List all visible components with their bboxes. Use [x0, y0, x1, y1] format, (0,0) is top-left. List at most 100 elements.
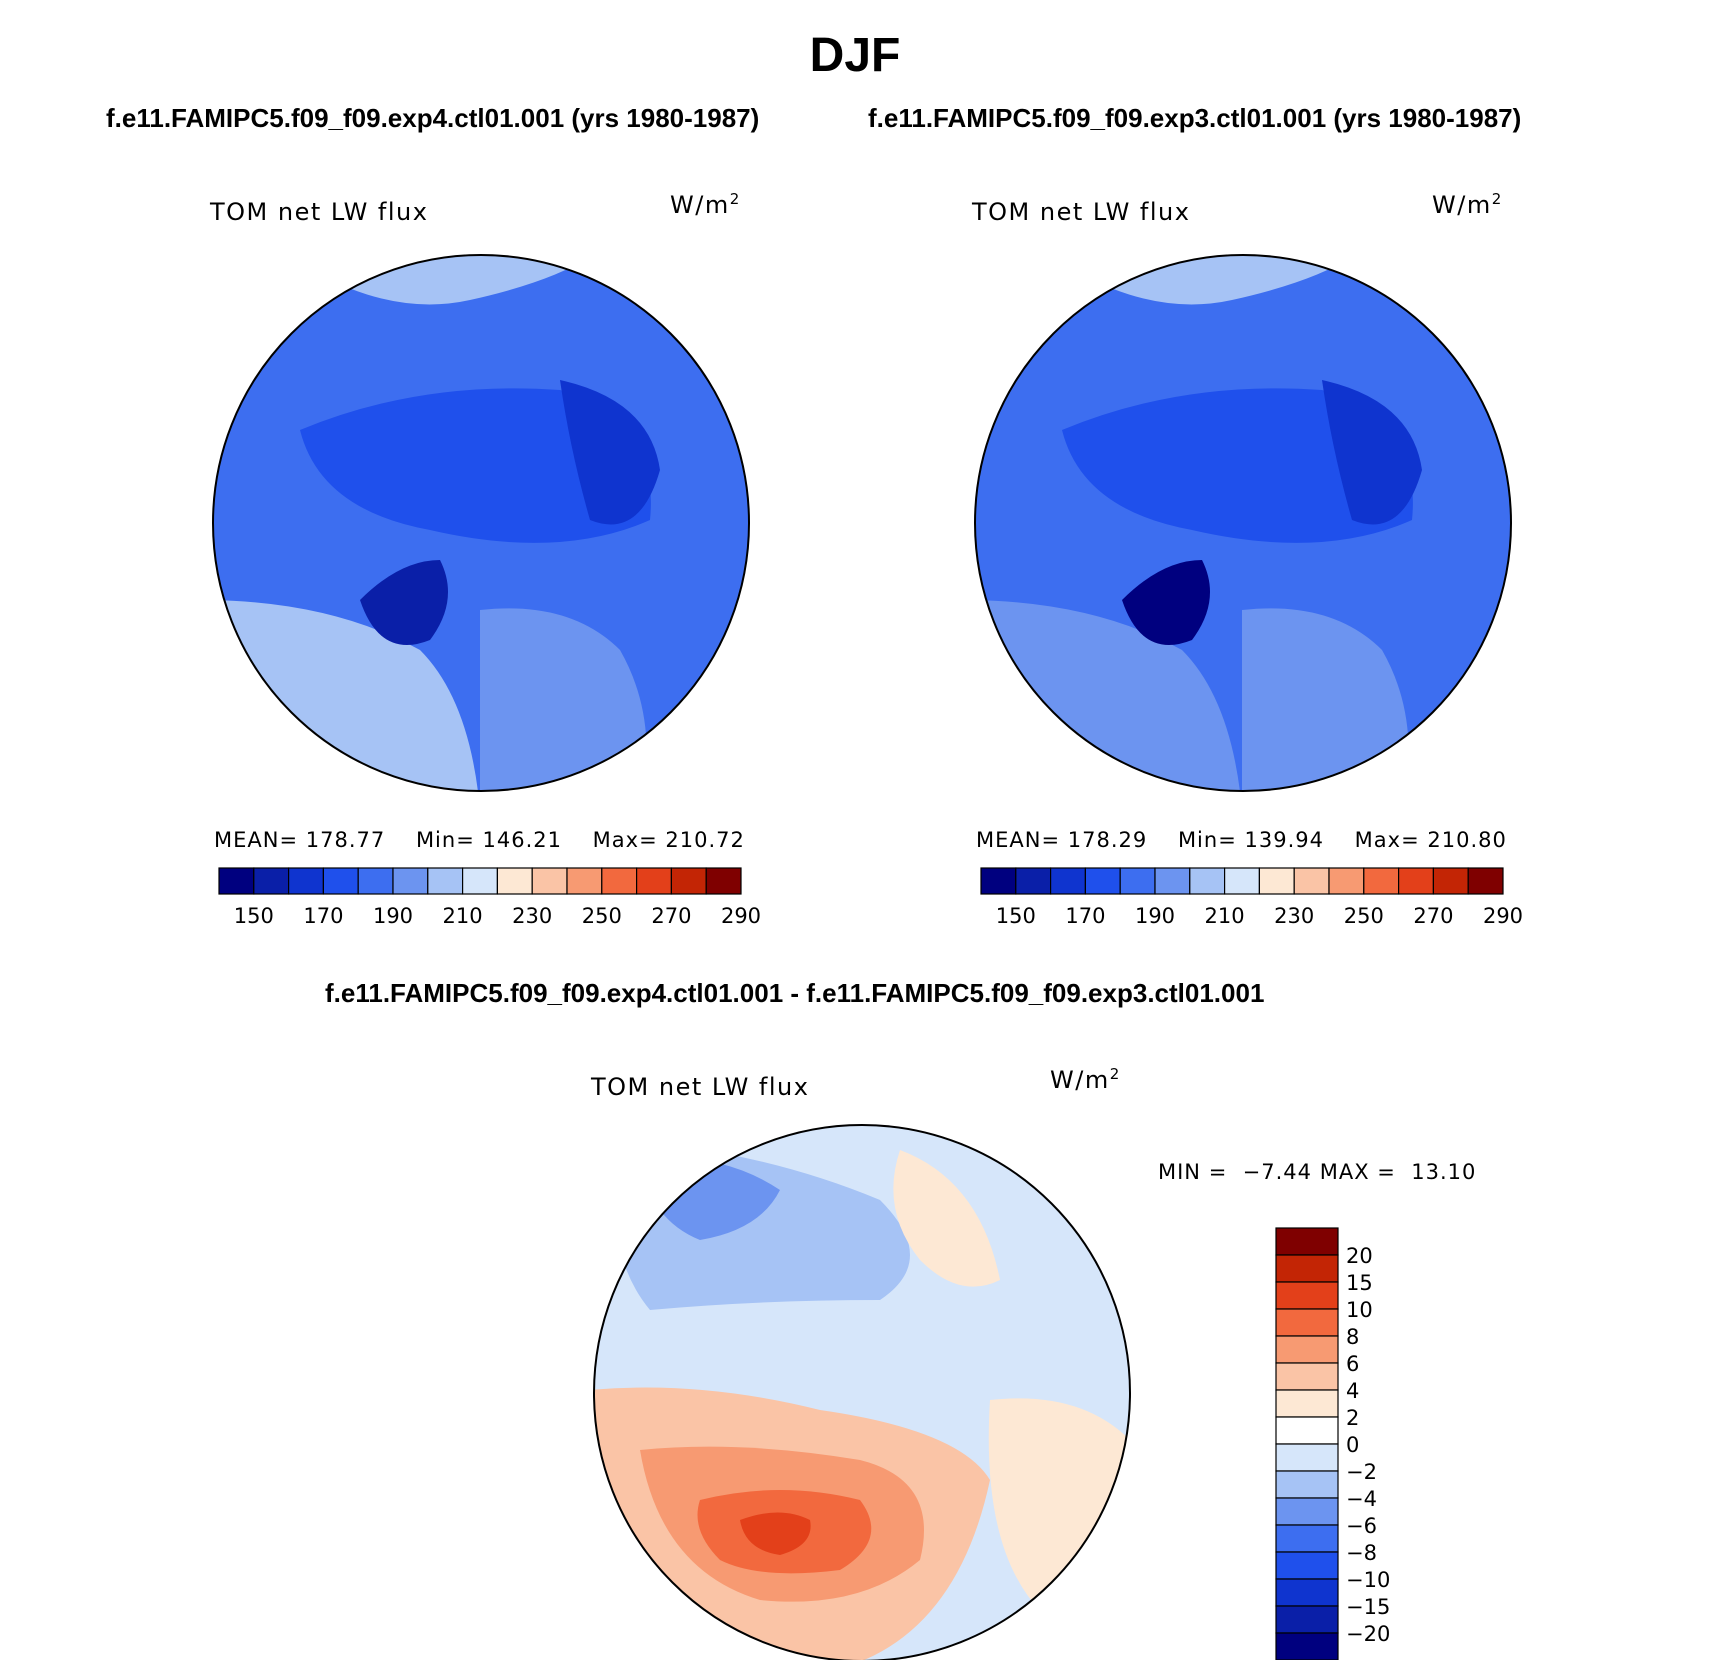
panel1-colorbar-tick-label: 270: [651, 904, 691, 928]
panel3-colorbar-tick-label: −2: [1346, 1460, 1377, 1484]
panel1-colorbar-swatch: [253, 867, 290, 895]
subtitle-exp3: f.e11.FAMIPC5.f09_f09.exp3.ctl01.001 (yr…: [868, 103, 1522, 133]
panel2-colorbar-swatch: [1049, 867, 1086, 895]
panel3-colorbar-swatch: [1275, 1443, 1339, 1472]
panel1-colorbar-swatch: [218, 867, 255, 895]
panel3-colorbar-swatch: [1275, 1551, 1339, 1580]
panel1-colorbar-tick-label: 190: [373, 904, 413, 928]
panel3-colorbar-swatch: [1275, 1578, 1339, 1607]
subtitle-difference: f.e11.FAMIPC5.f09_f09.exp4.ctl01.001 - f…: [325, 978, 1265, 1008]
panel1-map-outline: [212, 254, 750, 792]
panel2-units-label: W/m2: [1432, 190, 1503, 219]
panel2-map-outline: [974, 254, 1512, 792]
panel2-colorbar-swatch: [1432, 867, 1469, 895]
panel2-colorbar-swatch: [1363, 867, 1400, 895]
panel2-colorbar-swatch: [1328, 867, 1365, 895]
panel2-colorbar-swatch: [1467, 867, 1504, 895]
panel3-colorbar-tick-label: 4: [1346, 1379, 1359, 1403]
panel2-colorbar-tick-label: 190: [1135, 904, 1175, 928]
panel2-colorbar-tick-label: 270: [1413, 904, 1453, 928]
panel3-colorbar-tick-label: 0: [1346, 1433, 1359, 1457]
panel1-field-greenland-dark: [360, 560, 448, 645]
panel1-variable-label: TOM net LW flux: [210, 198, 429, 226]
panel3-colorbar-tick-label: 8: [1346, 1325, 1359, 1349]
panel1-colorbar-tick-label: 170: [303, 904, 343, 928]
panel3-colorbar-swatch: [1275, 1632, 1339, 1660]
figure-title: DJF: [809, 29, 901, 82]
panel3-colorbar-swatch: [1275, 1497, 1339, 1526]
panel2-variable-label: TOM net LW flux: [972, 198, 1191, 226]
panel3-colorbar-tick-label: −15: [1346, 1595, 1390, 1619]
panel3-colorbar-swatch: [1275, 1254, 1339, 1283]
panel3-colorbar-swatch: [1275, 1470, 1339, 1499]
panel1-colorbar-tick-label: 230: [512, 904, 552, 928]
panel1-colorbar-swatch: [462, 867, 499, 895]
panel1-colorbar-swatch: [427, 867, 464, 895]
panel2-field-greenland-dark: [1122, 560, 1210, 645]
panel2-colorbar-swatch: [1224, 867, 1261, 895]
panel3-colorbar-swatch: [1275, 1335, 1339, 1364]
panel3-colorbar-tick-label: −8: [1346, 1541, 1377, 1565]
panel2-colorbar-swatch: [1015, 867, 1052, 895]
panel2-colorbar-swatch: [1258, 867, 1295, 895]
panel3-map-outline: [593, 1124, 1131, 1660]
panel1-stats: MEAN= 178.77 Min= 146.21 Max= 210.72: [214, 828, 745, 852]
panel3-colorbar-swatch: [1275, 1362, 1339, 1391]
panel3-colorbar-tick-label: 20: [1346, 1244, 1373, 1268]
panel3-colorbar-tick-label: −4: [1346, 1487, 1377, 1511]
panel3-colorbar-tick-label: −10: [1346, 1568, 1390, 1592]
panel3-variable-label: TOM net LW flux: [591, 1073, 810, 1101]
panel1-map: [213, 255, 749, 791]
panel1-colorbar-swatch: [357, 867, 394, 895]
panel1-colorbar-swatch: [636, 867, 673, 895]
panel2-field-arctic-dark: [1062, 388, 1413, 543]
panel2-colorbar-tick-label: 150: [996, 904, 1036, 928]
panel2-colorbar-swatch: [1154, 867, 1191, 895]
panel1-colorbar-swatch: [496, 867, 533, 895]
panel1-colorbar: 150 170 190 210 230 250 270 290: [218, 867, 761, 928]
panel2-map: [975, 255, 1511, 791]
panel2-colorbar-swatch: [1293, 867, 1330, 895]
panel1-units-label: W/m2: [670, 190, 741, 219]
panel2-colorbar-tick-label: 170: [1065, 904, 1105, 928]
panel3-field-atlantic-hottest: [740, 1512, 811, 1555]
panel2-colorbar-swatch: [1084, 867, 1121, 895]
panel2-stats: MEAN= 178.29 Min= 139.94 Max= 210.80: [976, 828, 1507, 852]
panel2-colorbar-swatch: [1189, 867, 1226, 895]
panel1-colorbar-tick-label: 210: [443, 904, 483, 928]
panel3-map: [594, 1125, 1130, 1660]
panel3-colorbar-swatch: [1275, 1416, 1339, 1445]
panel3-colorbar-swatch: [1275, 1281, 1339, 1310]
panel3-colorbar-tick-label: 2: [1346, 1406, 1359, 1430]
panel1-colorbar-swatch: [531, 867, 568, 895]
panel3-stats: MIN = −7.44 MAX = 13.10: [1158, 1160, 1477, 1184]
panel1-colorbar-swatch: [392, 867, 429, 895]
panel1-colorbar-swatch: [601, 867, 638, 895]
panel2-colorbar-swatch: [1119, 867, 1156, 895]
panel2-colorbar-swatch: [980, 867, 1017, 895]
panel2-field-siberia-dark: [1322, 380, 1422, 525]
panel1-colorbar-swatch: [287, 867, 324, 895]
panel2-colorbar-tick-label: 250: [1344, 904, 1384, 928]
panel1-colorbar-swatch: [670, 867, 707, 895]
panel3-colorbar-tick-label: 6: [1346, 1352, 1359, 1376]
panel3-colorbar-swatch: [1275, 1227, 1339, 1256]
panel1-field-siberia-dark: [560, 380, 660, 525]
panel3-colorbar-swatch: [1275, 1389, 1339, 1418]
panel1-colorbar-swatch: [705, 867, 742, 895]
panel3-field-siberia-warm: [893, 1150, 1000, 1287]
panel2-colorbar-tick-label: 210: [1205, 904, 1245, 928]
panel3-colorbar-tick-label: 15: [1346, 1271, 1373, 1295]
panel3-colorbar-tick-label: −20: [1346, 1622, 1390, 1646]
panel3-units-label: W/m2: [1050, 1065, 1121, 1094]
panel1-colorbar-tick-label: 290: [721, 904, 761, 928]
panel3-colorbar-tick-label: 10: [1346, 1298, 1373, 1322]
panel2-colorbar: 150 170 190 210 230 250 270 290: [980, 867, 1523, 928]
panel1-colorbar-swatch: [322, 867, 359, 895]
panel1-field-arctic-dark: [300, 388, 651, 543]
panel1-colorbar-tick-label: 250: [582, 904, 622, 928]
panel3-colorbar-swatch: [1275, 1605, 1339, 1634]
panel3-colorbar-swatch: [1275, 1308, 1339, 1337]
subtitle-exp4: f.e11.FAMIPC5.f09_f09.exp4.ctl01.001 (yr…: [106, 103, 760, 133]
